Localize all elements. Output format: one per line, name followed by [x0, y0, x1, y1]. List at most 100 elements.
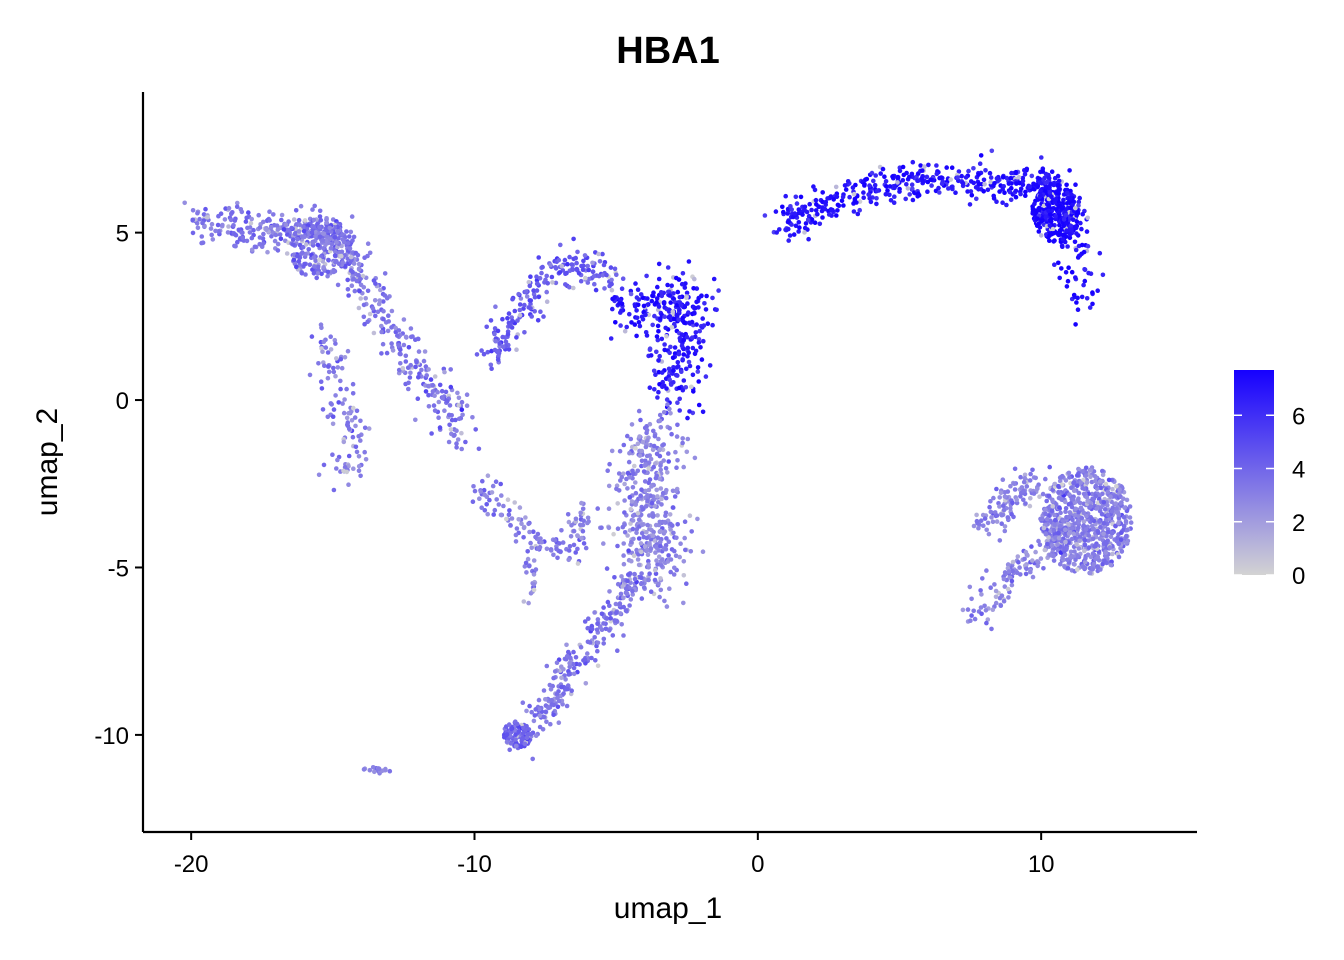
cell-point-lower-middle-column — [644, 427, 650, 433]
cell-point-right-lower-left — [994, 519, 1000, 524]
cell-point-middle-thread — [472, 488, 478, 494]
cell-point-right-lower-blob — [1074, 483, 1080, 489]
cell-point-top-right-arc — [966, 168, 971, 174]
cell-point-mid-arc — [538, 309, 543, 315]
cell-point-lower-middle-column — [633, 490, 639, 496]
cell-point-mid-arc — [556, 257, 562, 263]
cell-point-middle-thread — [573, 550, 578, 555]
cell-point-lower-middle-column — [672, 548, 677, 554]
cell-point-top-right-arc — [1022, 172, 1028, 177]
cell-point-right-lower-left — [974, 518, 980, 524]
cell-point-lower-middle-column — [662, 529, 668, 534]
cell-point-lower-diagonal — [555, 704, 561, 710]
cell-point-mid-blob — [662, 347, 667, 353]
cell-point-right-lower-blob — [1117, 487, 1122, 493]
cell-point-mid-arc — [527, 283, 533, 289]
cell-point-upper-left-fan — [449, 417, 455, 423]
cell-point-right-lower-left — [1009, 512, 1014, 517]
cell-point-top-right-arc — [842, 183, 848, 188]
cell-point-right-lower-blob — [1084, 480, 1090, 485]
cell-point-lower-diagonal — [566, 672, 572, 677]
cell-point-right-lower-blob — [1050, 499, 1055, 504]
cell-point-mid-blob — [670, 355, 676, 361]
cell-point-right-lower-blob — [1052, 481, 1058, 487]
cell-point-lower-diagonal — [559, 675, 564, 681]
cell-point-right-lower-blob — [1074, 473, 1080, 478]
cell-point-upper-left-fan — [361, 314, 367, 320]
cell-point-top-right-arc — [1013, 169, 1019, 175]
cell-point-mid-blob — [681, 352, 686, 357]
cell-point-upper-left-fan — [279, 217, 284, 223]
cell-point-bottom-left-tiny — [367, 767, 373, 773]
cell-point-middle-thread — [482, 508, 488, 513]
cell-point-right-lower-arm — [1002, 570, 1008, 575]
cell-point-top-right-arc — [983, 168, 988, 173]
cell-point-right-lower-left — [1043, 476, 1048, 482]
cell-point-right-lower-left — [1023, 501, 1028, 506]
cell-point-upper-left-fan — [448, 427, 454, 432]
cell-point-lower-middle-column — [620, 524, 626, 530]
cell-point-lower-middle-column — [621, 553, 626, 558]
cell-point-top-right-arc — [805, 217, 811, 223]
cell-point-right-lower-arm — [965, 607, 971, 612]
cell-point-upper-left-fan — [408, 362, 414, 368]
cell-point-top-right-arc — [789, 222, 794, 227]
cell-point-upper-left-fan — [296, 217, 302, 223]
cell-point-right-lower-left — [1021, 497, 1026, 503]
cell-point-middle-thread — [505, 497, 511, 503]
cell-point-middle-thread — [491, 512, 497, 517]
cell-point-top-right-arc — [1043, 180, 1048, 186]
cell-point-lower-middle-column — [653, 461, 658, 466]
cell-point-upper-left-fan-fill — [296, 229, 302, 234]
cell-point-lower-middle-column — [655, 562, 660, 567]
cell-point-right-lower-blob — [1095, 554, 1101, 560]
cell-point-top-right-arc — [939, 181, 945, 186]
cell-point-left-branch — [319, 386, 325, 391]
cell-point-lower-middle-column — [638, 417, 643, 423]
cell-point-top-right-arc — [924, 174, 930, 180]
cell-point-upper-left-fan — [249, 235, 255, 241]
cell-point-top-right-arc — [904, 182, 909, 187]
cell-point-upper-left-fan — [357, 288, 362, 294]
cell-point-right-lower-arm — [1060, 555, 1065, 560]
cell-point-top-right-arc — [762, 213, 768, 218]
cell-point-upper-left-fan — [379, 351, 384, 356]
cell-point-upper-left-fan — [454, 441, 459, 446]
cell-point-lower-middle-column — [636, 408, 642, 414]
cell-point-lower-middle-column — [647, 541, 652, 546]
cell-point-top-right-arc — [1085, 215, 1090, 221]
cell-point-mid-blob — [696, 402, 702, 408]
cell-point-upper-left-fan — [440, 395, 446, 401]
cell-point-top-right-arc — [974, 196, 979, 202]
cell-point-upper-left-fan-fill — [339, 253, 344, 259]
cell-point-lower-diagonal — [639, 596, 645, 601]
cell-point-top-right-arc — [861, 195, 866, 200]
cell-point-right-lower-arm — [972, 616, 978, 622]
cell-point-mid-blob — [674, 303, 680, 308]
cell-point-right-lower-blob — [1069, 504, 1075, 510]
cell-point-lower-middle-column — [637, 453, 643, 458]
cell-point-top-right-arc — [883, 192, 889, 197]
cell-point-middle-thread — [490, 483, 496, 489]
cell-point-mid-blob — [686, 310, 691, 315]
cell-point-bottom-lobe — [506, 722, 512, 727]
cell-point-right-lower-left — [991, 495, 996, 501]
cell-point-mid-blob — [655, 323, 661, 329]
cell-point-right-lower-left — [985, 520, 991, 526]
cell-point-lower-middle-column — [668, 521, 673, 527]
cell-point-right-lower-blob — [1105, 529, 1111, 535]
cell-point-mid-arc — [534, 281, 540, 287]
cell-point-lower-middle-column — [641, 469, 647, 474]
cell-point-upper-left-fan — [456, 402, 462, 408]
cell-point-upper-left-fan-fill — [325, 273, 330, 279]
cell-point-right-lower-left — [1000, 477, 1006, 483]
cell-point-right-lower-left — [1022, 472, 1028, 478]
cell-point-mid-blob — [667, 350, 672, 356]
cell-point-mid-arc — [532, 294, 538, 300]
cell-point-top-right-arc — [1095, 288, 1100, 294]
cell-point-lower-diagonal — [537, 713, 543, 718]
cell-point-top-right-arc — [814, 202, 819, 207]
cell-point-mid-blob — [691, 286, 696, 291]
cell-point-top-right-arc — [1072, 239, 1078, 245]
